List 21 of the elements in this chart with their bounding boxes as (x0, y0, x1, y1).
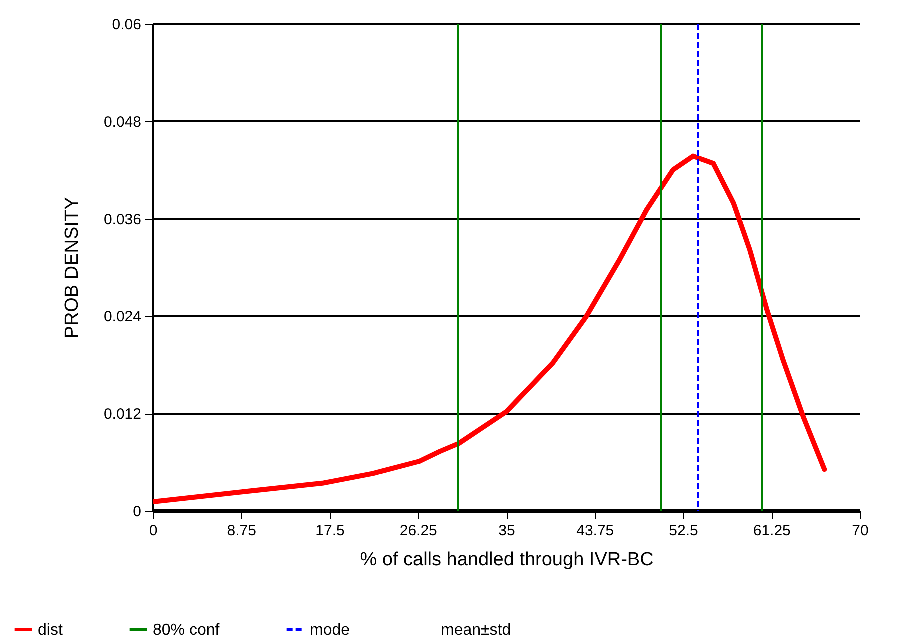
y-tick-label: 0 (133, 504, 142, 520)
x-tick-label: 26.25 (400, 522, 438, 540)
x-tick-label: 17.5 (316, 522, 345, 540)
x-tick-label: 70 (852, 522, 869, 540)
x-tick-label: 8.75 (227, 522, 256, 540)
x-tick-label: 61.25 (753, 522, 791, 540)
legend-label: mode (310, 622, 350, 635)
y-tick-label: 0.012 (104, 406, 142, 424)
x-tick-label: 35 (498, 522, 516, 540)
y-tick-label: 0.06 (112, 16, 142, 34)
text: mean±std (441, 622, 512, 635)
y-tick-label: 0.024 (104, 308, 142, 326)
y-tick-label: 0.036 (104, 211, 142, 228)
y-tick-label: 0.048 (104, 114, 142, 131)
legend-label: dist (38, 622, 64, 635)
x-axis-title: % of calls handled through IVR-BC (360, 550, 654, 570)
x-tick-label: 43.75 (576, 522, 614, 540)
legend-label: 80% conf (153, 622, 220, 635)
x-tick-label: 52.5 (669, 522, 698, 540)
y-axis-title: PROB DENSITY (62, 196, 83, 339)
x-tick-label: 0 (149, 522, 158, 540)
